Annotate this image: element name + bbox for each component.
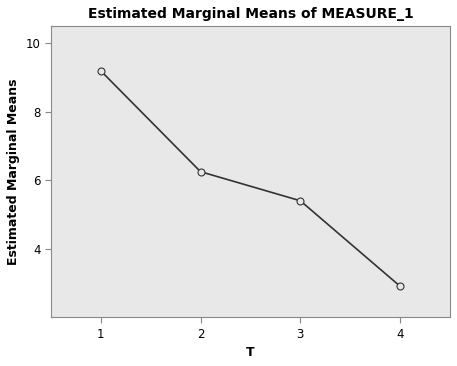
Title: Estimated Marginal Means of MEASURE_1: Estimated Marginal Means of MEASURE_1	[88, 7, 413, 21]
Y-axis label: Estimated Marginal Means: Estimated Marginal Means	[7, 78, 20, 265]
X-axis label: T: T	[246, 346, 255, 359]
